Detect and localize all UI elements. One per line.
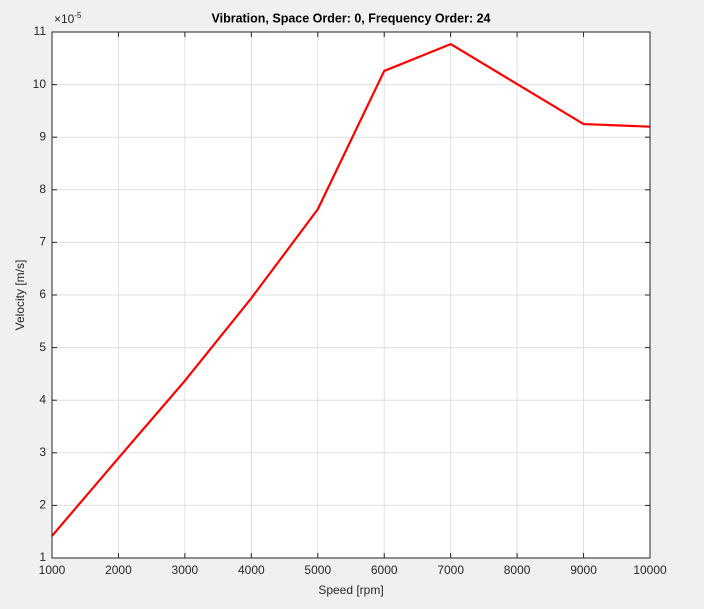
y-tick-label: 7 <box>39 235 46 249</box>
y-tick-label: 2 <box>39 498 46 512</box>
y-multiplier: ×10-5 <box>54 11 82 26</box>
x-tick-label: 1000 <box>39 563 66 577</box>
x-tick-label: 9000 <box>570 563 597 577</box>
x-tick-label: 4000 <box>238 563 265 577</box>
y-tick-label: 3 <box>39 445 46 459</box>
y-tick-label: 8 <box>39 182 46 196</box>
x-axis-label: Speed [rpm] <box>318 583 383 597</box>
y-multiplier-base: ×10 <box>54 12 75 26</box>
y-multiplier-exponent: -5 <box>74 11 82 20</box>
chart-title: Vibration, Space Order: 0, Frequency Ord… <box>211 11 490 25</box>
x-tick-label: 3000 <box>172 563 199 577</box>
x-tick-label: 10000 <box>633 563 667 577</box>
y-tick-label: 9 <box>39 129 46 143</box>
line <box>51 42 651 537</box>
x-tick-label: 2000 <box>105 563 132 577</box>
y-tick-label: 6 <box>39 287 46 301</box>
y-tick-label: 1 <box>39 550 46 564</box>
x-tick-label: 8000 <box>504 563 531 577</box>
y-tick-label: 11 <box>34 24 47 38</box>
y-axis-label: Velocity [m/s] <box>13 260 27 331</box>
y-tick-label: 4 <box>39 392 46 406</box>
x-tick-label: 6000 <box>371 563 398 577</box>
y-tick-label: 5 <box>39 340 46 354</box>
x-tick-label: 5000 <box>304 563 331 577</box>
y-tick-label: 10 <box>33 77 47 91</box>
x-tick-label: 7000 <box>437 563 464 577</box>
